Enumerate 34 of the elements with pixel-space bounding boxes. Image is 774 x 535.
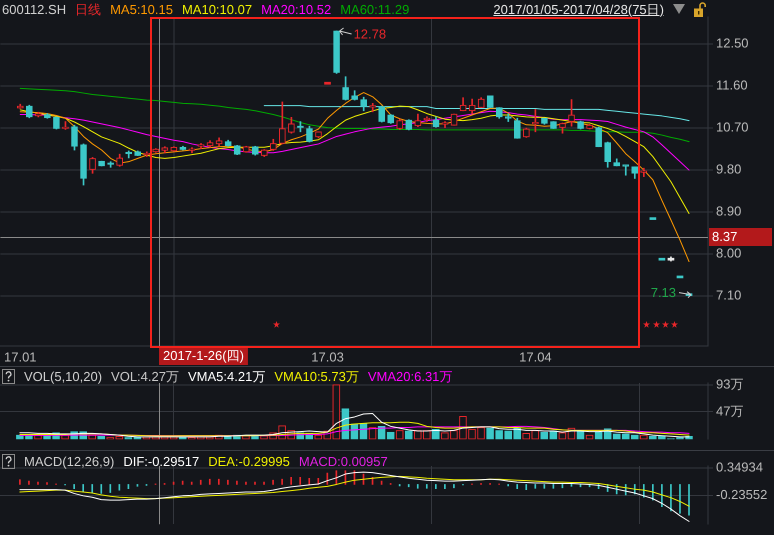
text: VMA5:4.21万 bbox=[188, 368, 266, 384]
annotation: 12.78 bbox=[354, 26, 386, 42]
y-tick-label: 11.60 bbox=[716, 78, 748, 93]
text: MA20:10.52 bbox=[261, 2, 332, 16]
chart-title: VOL(5,10,20) bbox=[24, 368, 102, 384]
annotation: MACD:0.00957 bbox=[298, 454, 388, 468]
y-tick-label: -0.23552 bbox=[716, 487, 768, 502]
y-tick-label: 12.50 bbox=[716, 36, 749, 51]
chart-title: 600112.SH bbox=[2, 2, 66, 16]
text: VMA20:6.31万 bbox=[368, 368, 452, 384]
series-label: DIF:-0.29517 bbox=[123, 454, 200, 468]
series-label: DEA:-0.29995 bbox=[208, 454, 290, 468]
y-tick-label: 9.80 bbox=[716, 162, 742, 177]
y-tick-label: 8.90 bbox=[716, 204, 742, 219]
text: MA5:10.15 bbox=[110, 2, 173, 16]
text: 2017/01/05-2017/04/28(75日) bbox=[493, 2, 664, 16]
x-tick-label: 17.01 bbox=[4, 349, 37, 364]
y-tick-label: 7.10 bbox=[716, 288, 742, 303]
y-tick-label: 93万 bbox=[716, 376, 744, 392]
y-tick-label: 8.00 bbox=[716, 246, 742, 261]
x-tick-label: 17.04 bbox=[519, 349, 552, 364]
chart-subtitle: 日线 bbox=[75, 2, 102, 16]
y-tick-label: 47万 bbox=[716, 403, 744, 418]
ref-line-label: 8.37 bbox=[712, 229, 738, 244]
y-tick-label: 10.70 bbox=[716, 120, 749, 135]
text: MA60:11.29 bbox=[340, 2, 410, 16]
text: VMA10:5.73万 bbox=[274, 368, 359, 384]
y-tick-label: 0.34934 bbox=[716, 460, 763, 474]
x-tick-label: 17.03 bbox=[311, 349, 344, 364]
chart-title: MACD(12,26,9) bbox=[24, 454, 114, 468]
chart-subtitle: VOL:4.27万 bbox=[111, 368, 179, 384]
text: MA10:10.07 bbox=[182, 2, 252, 16]
text: 2017-1-26(四) bbox=[163, 348, 244, 364]
annotation: 7.13 bbox=[650, 285, 676, 300]
